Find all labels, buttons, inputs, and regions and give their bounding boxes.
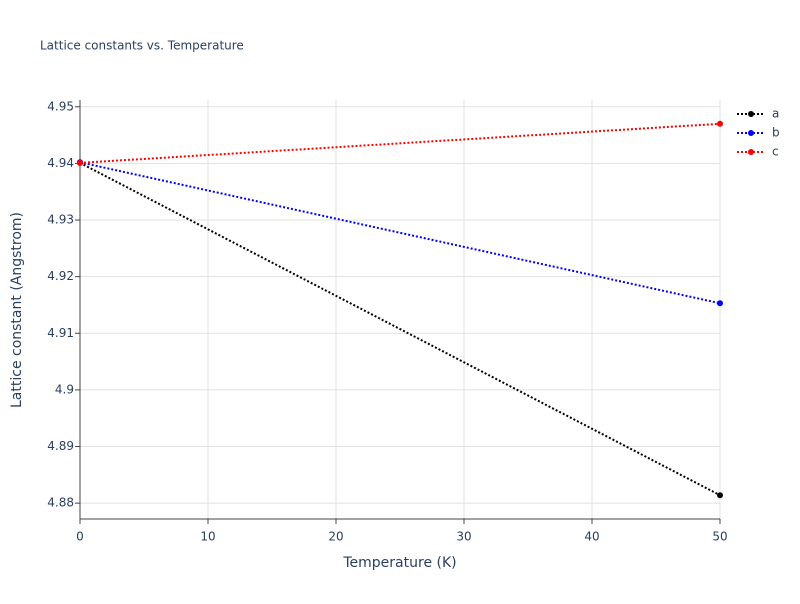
y-tick-label: 4.94	[47, 156, 74, 170]
series-line	[79, 122, 721, 164]
x-tick-label: 30	[456, 530, 471, 544]
y-axis-label: Lattice constant (Angstrom)	[9, 212, 25, 408]
series-line	[79, 161, 721, 305]
legend-label: c	[772, 145, 779, 159]
data-point	[717, 492, 723, 499]
y-tick-label: 4.95	[47, 99, 74, 113]
series-line	[79, 161, 721, 497]
x-axis-label: Temperature (K)	[342, 555, 456, 571]
y-tick-label: 4.93	[47, 213, 74, 227]
legend-label: a	[772, 107, 779, 121]
x-tick-label: 50	[712, 530, 727, 544]
legend-label: b	[772, 126, 780, 140]
x-tick-label: 0	[76, 530, 84, 544]
data-point	[717, 300, 723, 307]
data-point	[717, 120, 723, 127]
data-point	[77, 159, 83, 166]
legend-marker	[748, 111, 754, 117]
y-tick-label: 4.91	[47, 326, 74, 340]
x-tick-label: 10	[200, 530, 215, 544]
chart-title: Lattice constants vs. Temperature	[40, 39, 244, 53]
x-tick-label: 40	[584, 530, 599, 544]
legend-marker	[748, 130, 754, 136]
y-tick-label: 4.88	[47, 496, 74, 510]
legend-marker	[748, 149, 754, 155]
y-tick-label: 4.89	[47, 439, 74, 453]
y-tick-label: 4.92	[47, 269, 74, 283]
y-tick-label: 4.9	[55, 382, 74, 396]
x-tick-label: 20	[328, 530, 343, 544]
